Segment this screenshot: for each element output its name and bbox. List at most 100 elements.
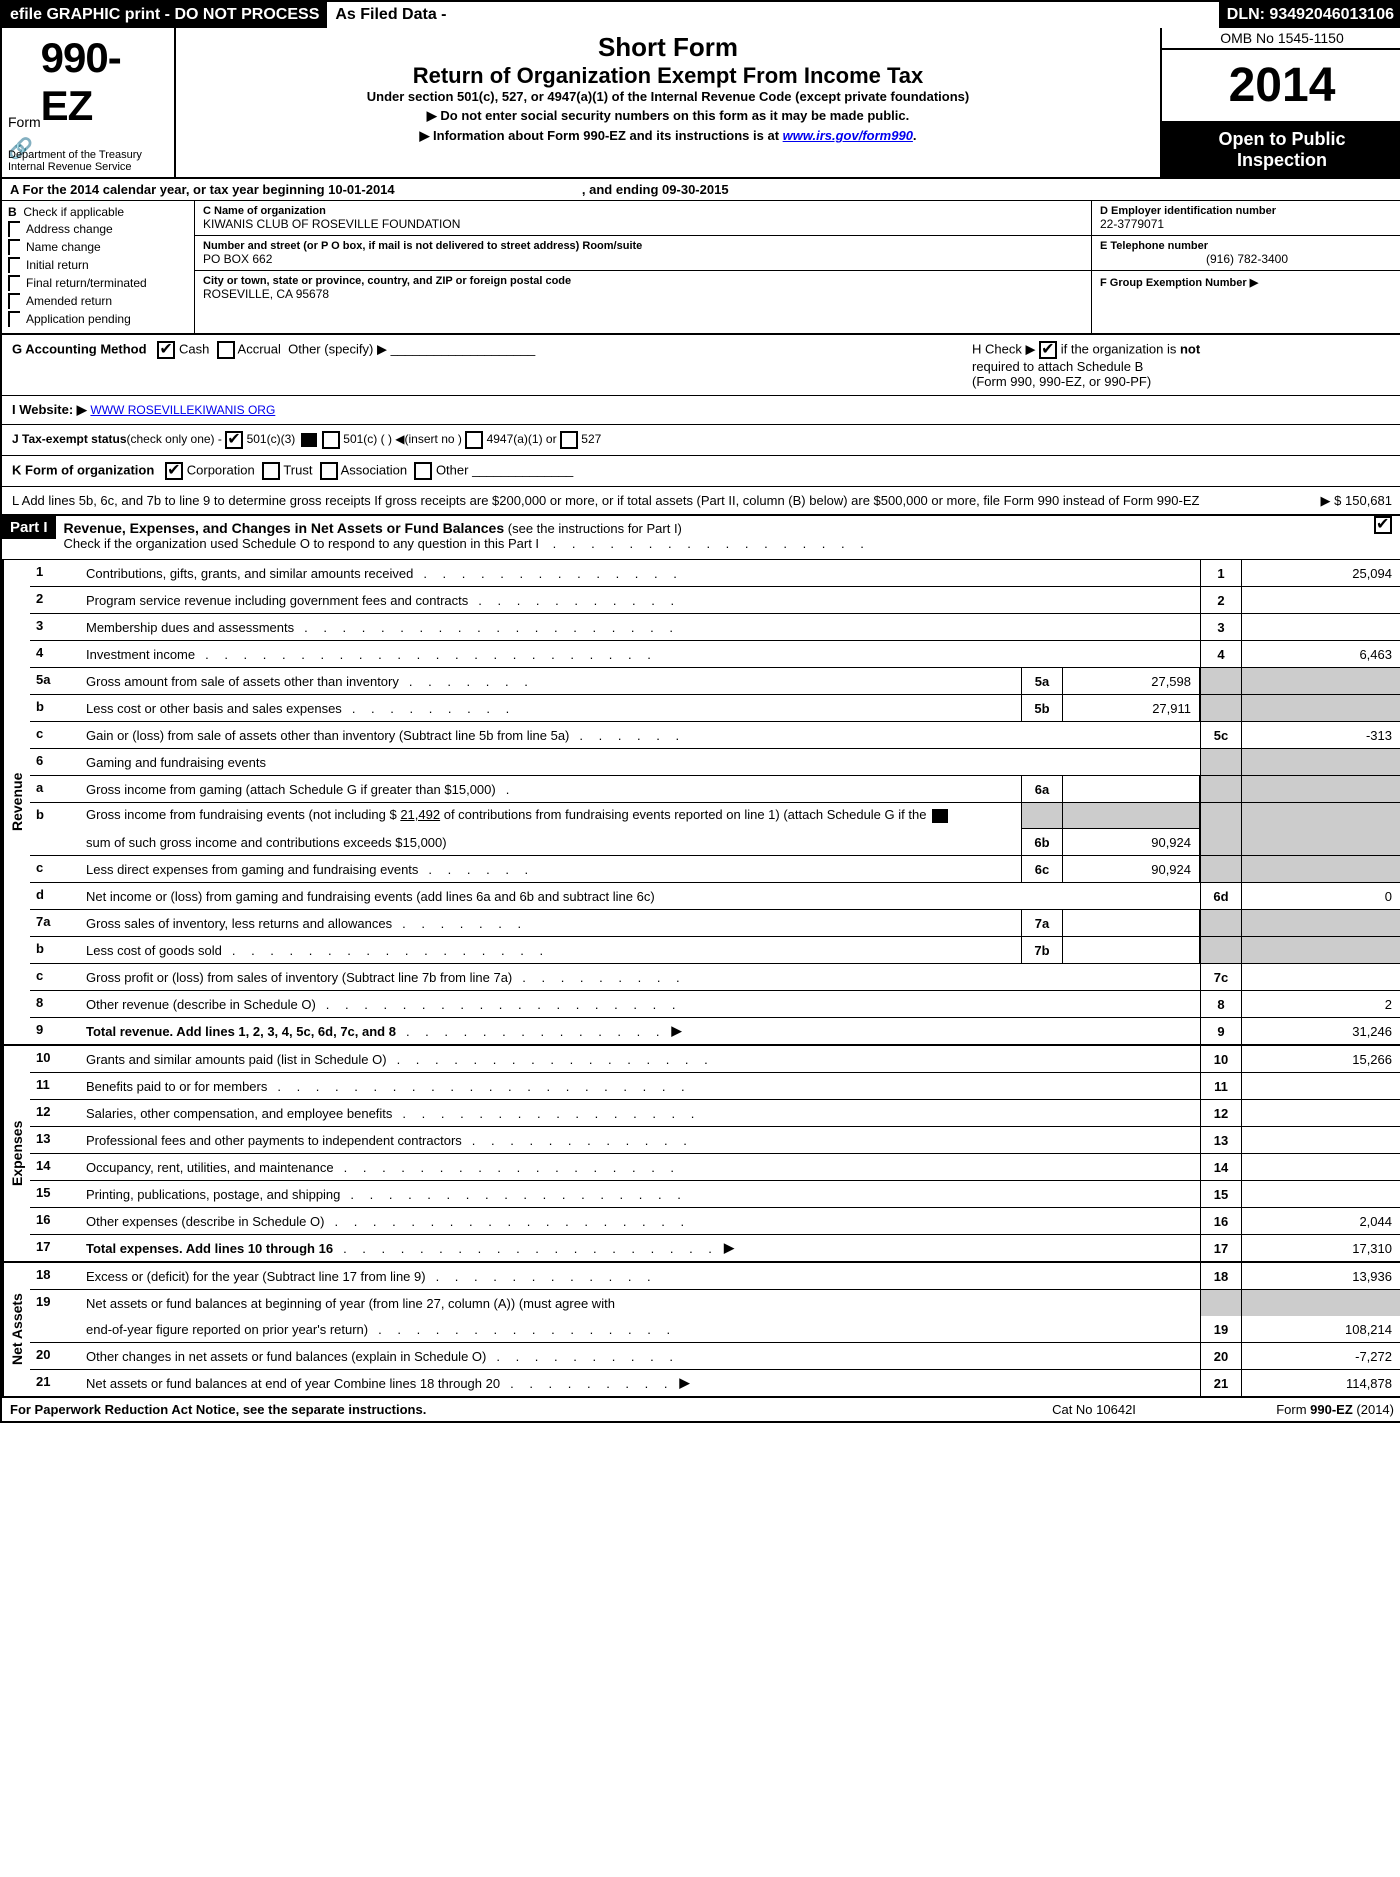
treasury-line1: Department of the Treasury — [8, 149, 142, 161]
irs-link[interactable]: www.irs.gov/form990 — [783, 128, 913, 143]
val-20: -7,272 — [1241, 1343, 1400, 1369]
chk-schedule-b[interactable] — [1039, 341, 1057, 359]
form-number: 990-EZ — [41, 34, 168, 130]
under-section: Under section 501(c), 527, or 4947(a)(1)… — [186, 89, 1150, 104]
col-c: C Name of organization KIWANIS CLUB OF R… — [195, 201, 1091, 333]
chk-final-return[interactable] — [8, 275, 20, 291]
val-18: 13,936 — [1241, 1263, 1400, 1289]
val-4: 6,463 — [1241, 641, 1400, 667]
chk-501c3[interactable] — [225, 431, 243, 449]
chk-501c[interactable] — [322, 431, 340, 449]
val-10: 15,266 — [1241, 1046, 1400, 1072]
short-form-title: Short Form — [186, 32, 1150, 63]
ein: 22-3779071 — [1100, 217, 1394, 231]
header-row: Form 990-EZ 🔗 Department of the Treasury… — [2, 28, 1400, 179]
footer-right: Form 990-EZ (2014) — [1194, 1402, 1394, 1417]
header-note-1: ▶ Do not enter social security numbers o… — [186, 108, 1150, 124]
line-j: J Tax-exempt status(check only one) - 50… — [2, 425, 1400, 456]
val-1: 25,094 — [1241, 560, 1400, 586]
chk-other[interactable] — [414, 462, 432, 480]
chk-initial-return[interactable] — [8, 257, 20, 273]
omb-number: OMB No 1545-1150 — [1162, 28, 1400, 50]
val-6b: 90,924 — [1063, 829, 1200, 855]
header-left: Form 990-EZ 🔗 Department of the Treasury… — [2, 28, 176, 177]
chk-527[interactable] — [560, 431, 578, 449]
chk-4947[interactable] — [465, 431, 483, 449]
chk-corporation[interactable] — [165, 462, 183, 480]
val-15 — [1241, 1181, 1400, 1207]
val-5c: -313 — [1241, 722, 1400, 748]
top-banner: efile GRAPHIC print - DO NOT PROCESS As … — [2, 2, 1400, 28]
revenue-section: Revenue 1 Contributions, gifts, grants, … — [2, 560, 1400, 1046]
line-l: L Add lines 5b, 6c, and 7b to line 9 to … — [2, 487, 1400, 516]
org-address: PO BOX 662 — [203, 252, 1083, 266]
part-i-header: Part I Revenue, Expenses, and Changes in… — [2, 516, 1400, 560]
val-2 — [1241, 587, 1400, 613]
chk-cash[interactable] — [157, 341, 175, 359]
website-link[interactable]: WWW ROSEVILLEKIWANIS ORG — [90, 403, 275, 417]
val-6b-contrib: 21,492 — [400, 807, 440, 822]
footer-mid: Cat No 10642I — [994, 1402, 1194, 1417]
chk-address-change[interactable] — [8, 221, 20, 237]
col-b: B Check if applicable Address change Nam… — [2, 201, 195, 333]
line-gh: G Accounting Method Cash Accrual Other (… — [2, 335, 1400, 396]
line-i: I Website: ▶ WWW ROSEVILLEKIWANIS ORG — [2, 396, 1400, 425]
treasury-line2: Internal Revenue Service — [8, 161, 142, 173]
footer: For Paperwork Reduction Act Notice, see … — [2, 1398, 1400, 1421]
val-6c: 90,924 — [1063, 856, 1200, 882]
col-d: D Employer identification number 22-3779… — [1091, 201, 1400, 333]
chk-application-pending[interactable] — [8, 311, 20, 327]
val-13 — [1241, 1127, 1400, 1153]
header-right: OMB No 1545-1150 2014 Open to Public Ins… — [1160, 28, 1400, 177]
banner-mid: As Filed Data - — [327, 2, 454, 28]
header-center: Short Form Return of Organization Exempt… — [176, 28, 1160, 177]
netassets-section: Net Assets 18 Excess or (deficit) for th… — [2, 1263, 1400, 1398]
val-9: 31,246 — [1241, 1018, 1400, 1044]
val-5b: 27,911 — [1063, 695, 1200, 721]
val-19: 108,214 — [1241, 1316, 1400, 1342]
part-i-label: Part I — [2, 516, 56, 539]
val-12 — [1241, 1100, 1400, 1126]
val-7b — [1063, 937, 1200, 963]
chk-name-change[interactable] — [8, 239, 20, 255]
org-name: KIWANIS CLUB OF ROSEVILLE FOUNDATION — [203, 217, 1083, 231]
side-netassets: Net Assets — [2, 1263, 30, 1396]
open-to-public: Open to Public Inspection — [1162, 123, 1400, 177]
tax-year: 2014 — [1162, 50, 1400, 123]
line-k: K Form of organization Corporation Trust… — [2, 456, 1400, 487]
footer-left: For Paperwork Reduction Act Notice, see … — [10, 1402, 994, 1417]
chk-accrual[interactable] — [217, 341, 235, 359]
form-page: efile GRAPHIC print - DO NOT PROCESS As … — [0, 0, 1400, 1423]
row-a: A For the 2014 calendar year, or tax yea… — [2, 179, 1400, 201]
schedule-g-icon[interactable] — [932, 809, 948, 823]
val-7a — [1063, 910, 1200, 936]
chk-schedule-o[interactable] — [1374, 516, 1392, 534]
val-3 — [1241, 614, 1400, 640]
val-6a — [1063, 776, 1200, 802]
side-expenses: Expenses — [2, 1046, 30, 1261]
return-title: Return of Organization Exempt From Incom… — [186, 63, 1150, 89]
banner-dln: DLN: 93492046013106 — [1219, 2, 1400, 28]
expenses-section: Expenses 10 Grants and similar amounts p… — [2, 1046, 1400, 1263]
schedule-icon[interactable] — [301, 433, 317, 447]
gross-receipts: $ 150,681 — [1334, 493, 1392, 508]
banner-left: efile GRAPHIC print - DO NOT PROCESS — [2, 2, 327, 28]
val-5a: 27,598 — [1063, 668, 1200, 694]
phone: (916) 782-3400 — [1100, 252, 1394, 266]
chk-association[interactable] — [320, 462, 338, 480]
line-h: H Check ▶ if the organization is not req… — [972, 341, 1392, 389]
chk-trust[interactable] — [262, 462, 280, 480]
val-21: 114,878 — [1241, 1370, 1400, 1396]
header-note-2: ▶ Information about Form 990-EZ and its … — [186, 128, 1150, 144]
org-city: ROSEVILLE, CA 95678 — [203, 287, 1083, 301]
val-7c — [1241, 964, 1400, 990]
val-17: 17,310 — [1241, 1235, 1400, 1261]
val-16: 2,044 — [1241, 1208, 1400, 1234]
val-6d: 0 — [1241, 883, 1400, 909]
section-bcd: B Check if applicable Address change Nam… — [2, 201, 1400, 335]
val-11 — [1241, 1073, 1400, 1099]
val-14 — [1241, 1154, 1400, 1180]
chk-amended-return[interactable] — [8, 293, 20, 309]
form-word: Form — [8, 114, 41, 130]
val-8: 2 — [1241, 991, 1400, 1017]
